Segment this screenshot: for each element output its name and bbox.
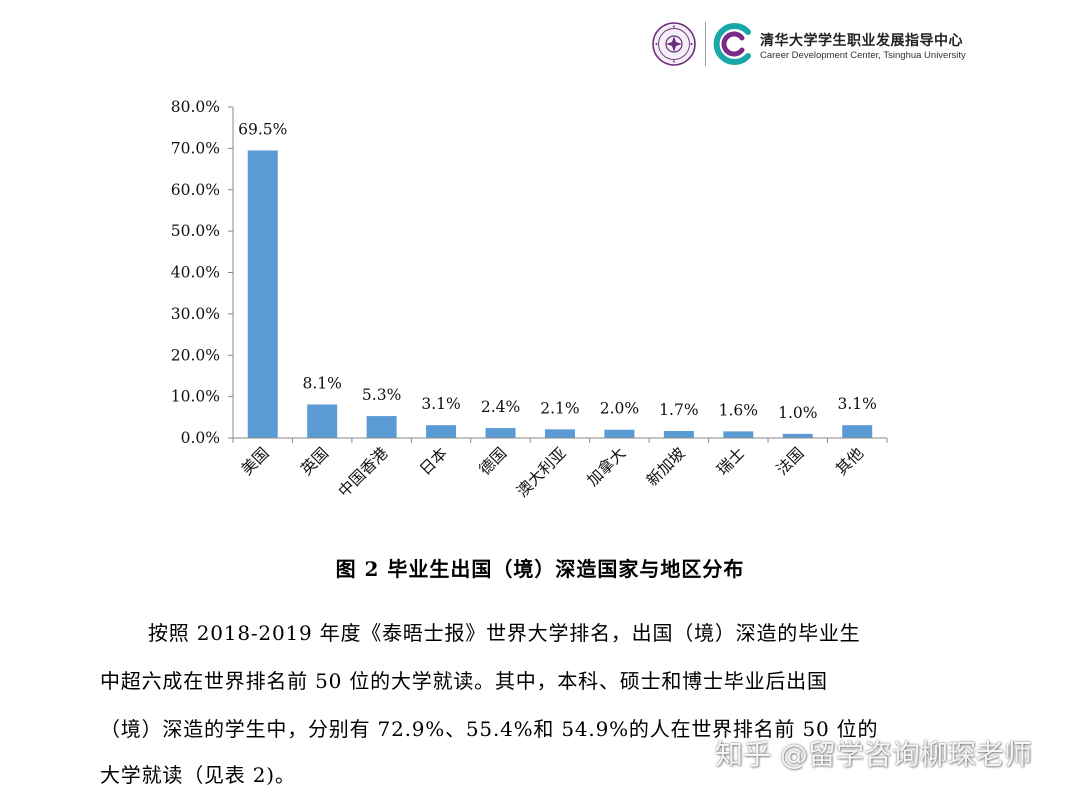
bar: [842, 425, 873, 438]
x-tick-label: 法国: [773, 444, 808, 479]
x-tick-label: 其他: [832, 444, 867, 479]
paragraph-line: 按照 2018-2019 年度《泰晤士报》世界大学排名，出国（境）深造的毕业生: [148, 621, 861, 645]
y-tick-label: 80.0%: [171, 98, 220, 116]
bar: [247, 150, 278, 438]
paragraph-line: 大学就读（见表 2)。: [100, 763, 296, 787]
data-label: 5.3%: [362, 386, 401, 404]
x-tick-label: 澳大利亚: [513, 444, 570, 501]
data-label: 2.0%: [600, 400, 639, 418]
x-tick-label: 美国: [238, 444, 273, 479]
x-tick-label: 德国: [476, 444, 511, 479]
y-tick-label: 0.0%: [181, 429, 220, 447]
bar: [307, 404, 338, 438]
y-tick-label: 40.0%: [171, 264, 220, 282]
bar: [663, 430, 694, 438]
logo-divider: [705, 22, 706, 66]
bar: [366, 416, 397, 438]
y-tick-label: 60.0%: [171, 181, 220, 199]
watermark: 知乎 @留学咨询柳琛老师: [715, 738, 1032, 771]
data-label: 69.5%: [238, 120, 287, 138]
bar: [604, 429, 635, 438]
x-tick-label: 中国香港: [335, 444, 392, 501]
bars: 69.5% 8.1% 5.3% 3.1% 2.4% 2.1% 2.0% 1.7% 1.6% 1.0…: [238, 120, 877, 438]
data-label: 1.0%: [778, 404, 817, 422]
bar: [426, 425, 457, 438]
y-tick-label: 30.0%: [171, 305, 220, 323]
y-axis-ticks: 0.0% 10.0% 20.0% 30.0% 40.0% 50.0% 60.0% 70.0% 8…: [171, 98, 233, 447]
bar: [723, 431, 754, 438]
data-label: 1.6%: [719, 401, 758, 419]
tsinghua-seal-logo: [652, 22, 696, 66]
bar: [544, 429, 575, 438]
figure-caption: 图 2 毕业生出国（境）深造国家与地区分布: [335, 557, 745, 581]
data-label: 1.7%: [659, 401, 698, 419]
data-label: 2.4%: [481, 398, 520, 416]
data-label: 3.1%: [421, 395, 460, 413]
x-axis-labels: 美国 英国 中国香港 日本 德国 澳大利亚 加拿大 新加坡 瑞士 法国 其他: [232, 438, 888, 501]
career-center-name-en: Career Development Center, Tsinghua Univ…: [760, 50, 966, 61]
career-center-name-cn: 清华大学学生职业发展指导中心: [760, 33, 963, 49]
x-tick-label: 日本: [416, 444, 451, 479]
data-label: 3.1%: [838, 395, 877, 413]
destination-bar-chart: 0.0% 10.0% 20.0% 30.0% 40.0% 50.0% 60.0% 70.0% 8…: [171, 98, 888, 501]
y-tick-label: 20.0%: [171, 346, 220, 364]
bar: [485, 428, 516, 438]
x-tick-label: 英国: [297, 444, 332, 479]
data-label: 8.1%: [302, 374, 341, 392]
page-header: 清华大学学生职业发展指导中心 Career Development Center…: [645, 18, 1075, 70]
y-tick-label: 50.0%: [171, 222, 220, 240]
bar: [782, 433, 813, 438]
x-tick-label: 瑞士: [713, 444, 748, 479]
y-tick-label: 10.0%: [171, 388, 220, 406]
paragraph-line: 中超六成在世界排名前 50 位的大学就读。其中，本科、硕士和博士毕业后出国: [100, 669, 828, 693]
x-tick-label: 新加坡: [643, 444, 689, 490]
x-tick-label: 加拿大: [583, 443, 629, 489]
data-label: 2.1%: [540, 399, 579, 417]
y-tick-label: 70.0%: [171, 139, 220, 157]
career-center-logo: [713, 23, 751, 65]
paragraph-line: （境）深造的学生中，分别有 72.9%、55.4%和 54.9%的人在世界排名前…: [100, 717, 879, 741]
